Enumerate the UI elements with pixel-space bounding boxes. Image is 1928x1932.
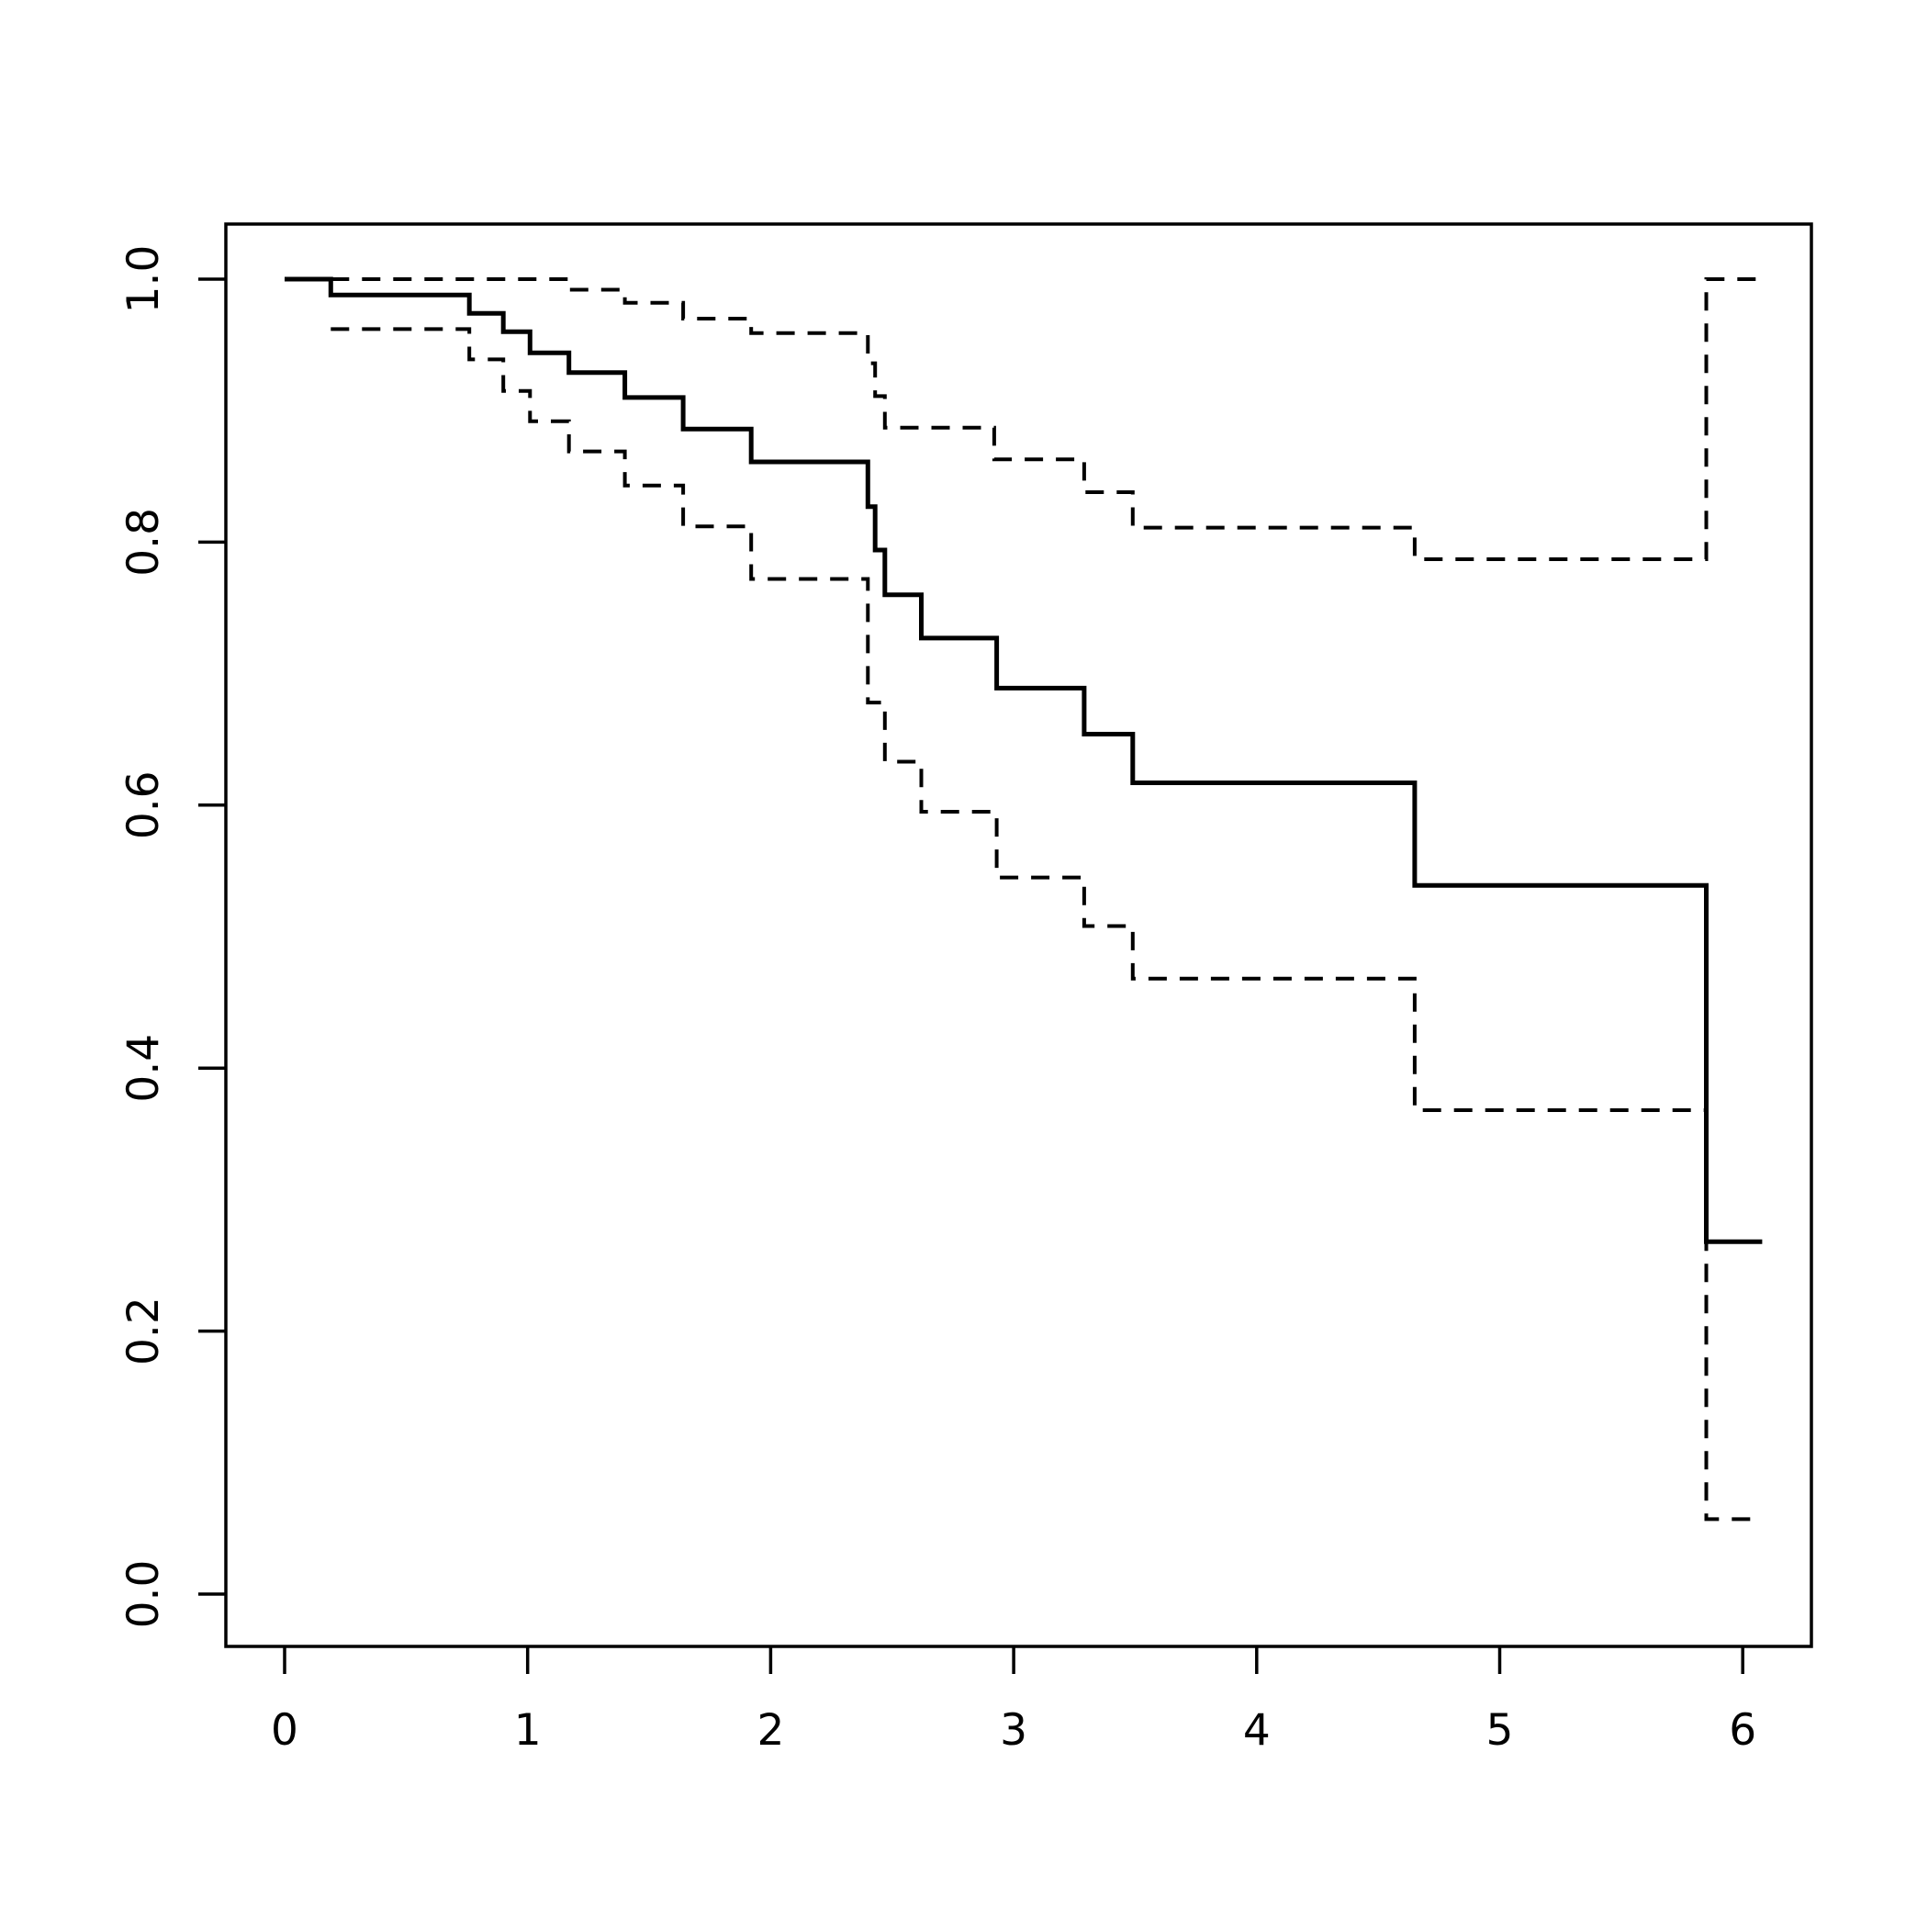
y-axis-tick-label: 0.8 [118, 508, 169, 577]
x-axis-tick-label: 0 [271, 1705, 298, 1756]
x-axis-tick-label: 4 [1243, 1705, 1271, 1756]
x-axis-tick-label: 5 [1486, 1705, 1514, 1756]
x-axis-tick-label: 1 [514, 1705, 542, 1756]
y-axis-tick-label: 1.0 [118, 245, 169, 314]
plot-frame [224, 222, 1813, 1648]
upper-confidence-band-curve [331, 277, 1763, 561]
y-axis-tick-label: 0.2 [118, 1297, 169, 1365]
x-axis-tick-label: 6 [1729, 1705, 1756, 1756]
x-axis-tick-label: 3 [1000, 1705, 1027, 1756]
lower-confidence-band-curve [331, 327, 1763, 1522]
survival-estimate-curve [285, 276, 1763, 1244]
y-axis-tick-label: 0.0 [118, 1560, 169, 1629]
x-axis-tick-label: 2 [757, 1705, 784, 1756]
y-axis-tick-label: 0.6 [118, 770, 169, 839]
y-axis-tick-label: 0.4 [118, 1034, 169, 1103]
